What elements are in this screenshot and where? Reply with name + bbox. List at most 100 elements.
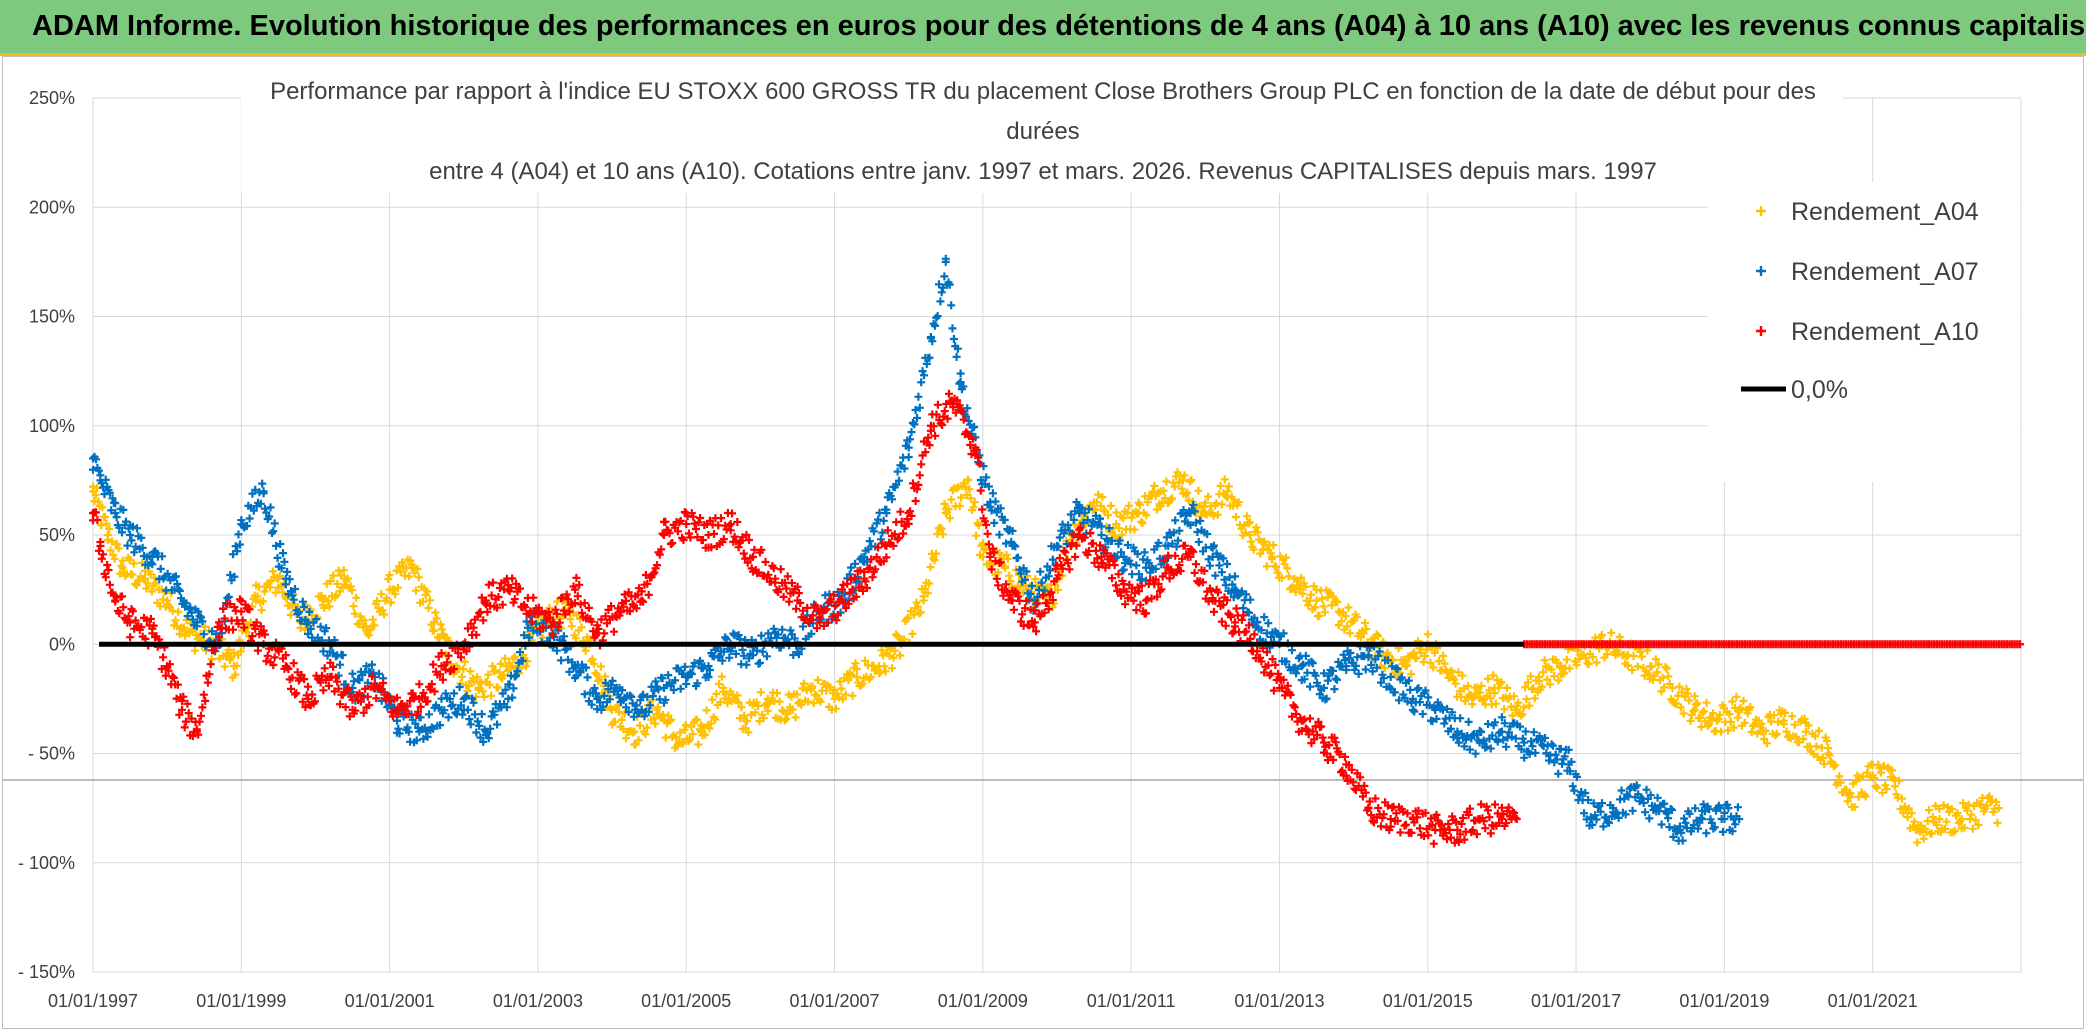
legend-marker xyxy=(1756,326,1766,336)
data-point-cloud xyxy=(1253,644,1283,695)
chart-title: Performance par rapport à l'indice EU ST… xyxy=(241,59,1843,193)
data-point-cloud xyxy=(1097,546,1127,600)
data-point xyxy=(1245,531,1254,539)
data-point-cloud xyxy=(986,544,1016,605)
data-point-cloud xyxy=(1186,545,1216,606)
data-point xyxy=(126,531,135,539)
data-point xyxy=(1801,727,1810,736)
data-point-cloud xyxy=(1231,572,1260,631)
data-point xyxy=(1097,531,1106,539)
data-point-cloud xyxy=(1609,783,1638,822)
data-point-cloud xyxy=(89,482,111,530)
data-point-cloud xyxy=(941,254,964,388)
data-point-cloud xyxy=(1690,692,1720,736)
data-point-cloud xyxy=(1290,573,1320,614)
series-A10-zero-run xyxy=(1520,640,2024,649)
data-point-cloud xyxy=(1119,541,1149,585)
data-point-cloud xyxy=(437,683,467,722)
x-tick-label: 01/01/2019 xyxy=(1679,991,1769,1011)
data-point-cloud xyxy=(1408,806,1438,848)
chart-title-line: durées xyxy=(1006,118,1079,145)
data-point-cloud xyxy=(1824,744,1854,806)
data-point xyxy=(682,520,691,529)
data-point-cloud xyxy=(1446,666,1475,706)
data-point-cloud xyxy=(415,652,445,711)
data-point-cloud xyxy=(1364,642,1394,691)
data-point-cloud xyxy=(615,686,645,721)
data-point-cloud xyxy=(793,582,823,633)
data-point-cloud xyxy=(1053,530,1082,580)
data-point-cloud xyxy=(111,592,133,627)
data-point-cloud xyxy=(178,692,200,741)
data-point-cloud xyxy=(304,664,333,710)
data-point-cloud xyxy=(1208,585,1238,638)
y-tick-label: 200% xyxy=(29,197,75,217)
data-point-cloud xyxy=(385,555,415,607)
data-point-cloud xyxy=(571,573,600,642)
data-point xyxy=(1453,825,1462,834)
data-point-cloud xyxy=(1668,682,1698,725)
data-point-cloud xyxy=(140,566,170,611)
data-point-cloud xyxy=(1520,640,2024,649)
data-point-cloud xyxy=(526,593,556,633)
data-point-cloud xyxy=(697,672,726,740)
chart-frame: Performance par rapport à l'indice EU ST… xyxy=(2,56,2084,1029)
data-point-cloud xyxy=(1913,802,1943,847)
chart-title-line: Performance par rapport à l'indice EU ST… xyxy=(270,78,1816,105)
data-point-cloud xyxy=(370,679,400,721)
data-point-cloud xyxy=(941,479,971,523)
data-point xyxy=(1520,738,1529,747)
data-point xyxy=(608,705,617,714)
data-point-cloud xyxy=(1779,708,1809,747)
x-tick-label: 01/01/2011 xyxy=(1087,991,1176,1011)
data-point-cloud xyxy=(1431,698,1461,741)
y-tick-label: - 100% xyxy=(18,853,75,873)
data-point-cloud xyxy=(830,659,860,713)
title-background xyxy=(241,59,1843,193)
data-point-cloud xyxy=(919,499,949,601)
data-point-cloud xyxy=(763,688,793,725)
data-point-cloud xyxy=(704,509,734,552)
data-point-cloud xyxy=(1134,481,1164,528)
x-tick-label: 01/01/2001 xyxy=(345,991,435,1011)
data-point-cloud xyxy=(1342,761,1372,815)
data-point-cloud xyxy=(771,565,801,613)
data-point-cloud xyxy=(838,566,867,612)
data-point-cloud xyxy=(726,509,756,573)
data-point xyxy=(1935,815,1944,824)
data-point-cloud xyxy=(1890,776,1920,834)
data-point xyxy=(852,673,861,682)
x-tick-label: 01/01/1999 xyxy=(196,991,286,1011)
data-point-cloud xyxy=(126,521,155,570)
data-point-cloud xyxy=(1535,655,1564,694)
data-point-cloud xyxy=(815,591,845,630)
data-point-cloud xyxy=(1297,651,1327,703)
legend-label: 0,0% xyxy=(1791,376,1848,404)
data-point-cloud xyxy=(1112,501,1142,543)
data-point-cloud xyxy=(1846,760,1876,811)
data-point-cloud xyxy=(111,499,133,550)
data-point-cloud xyxy=(1008,586,1038,631)
data-point-cloud xyxy=(89,508,103,555)
data-point xyxy=(637,596,646,605)
data-point-cloud xyxy=(170,572,200,629)
data-point-cloud xyxy=(341,574,370,632)
data-point-cloud xyxy=(1453,714,1483,758)
banner-title: ADAM Informe. Evolution historique des p… xyxy=(0,0,2086,56)
series-A10 xyxy=(89,389,1521,848)
data-point-cloud xyxy=(1757,706,1787,748)
y-tick-label: 100% xyxy=(29,416,75,436)
legend-marker xyxy=(1756,206,1766,216)
data-point-cloud xyxy=(1520,727,1549,762)
data-point-cloud xyxy=(971,446,993,549)
y-axis-labels: 250% 200% 150% 100% 50% 0% - 50% - 100% - 150% xyxy=(18,88,75,982)
data-point-cloud xyxy=(860,539,890,592)
data-point-cloud xyxy=(593,602,623,650)
data-point xyxy=(504,694,513,703)
data-point-cloud xyxy=(875,630,904,678)
data-point-cloud xyxy=(749,545,778,586)
data-point-cloud xyxy=(926,272,949,346)
data-point-cloud xyxy=(326,658,356,721)
data-point-cloud xyxy=(1201,475,1231,520)
data-point-cloud xyxy=(660,662,689,707)
